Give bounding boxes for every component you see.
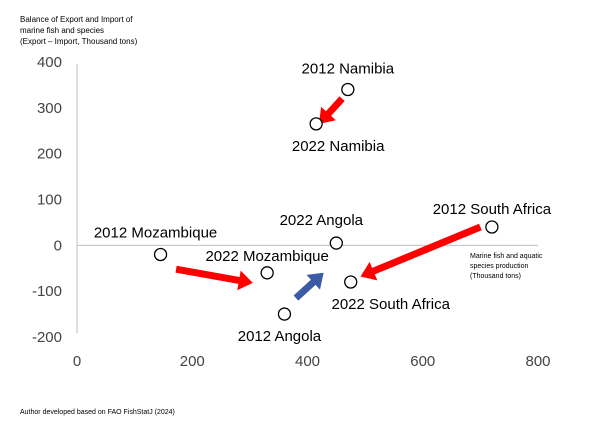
data-point xyxy=(485,220,499,234)
data-point xyxy=(309,117,323,131)
x-axis-title-line: Marine fish and aquatic xyxy=(470,253,543,260)
y-tick-label: 0 xyxy=(54,237,62,254)
x-axis-title-line: (Thousand tons) xyxy=(470,273,521,280)
x-tick-label: 800 xyxy=(525,353,550,370)
x-tick-label: 600 xyxy=(410,353,435,370)
y-axis-title: Balance of Export and Import of marine f… xyxy=(20,14,137,47)
x-axis-title-line: species production xyxy=(470,263,529,270)
point-label: 2022 Namibia xyxy=(292,138,385,155)
point-label: 2012 Mozambique xyxy=(94,225,217,242)
point-label: 2012 Namibia xyxy=(302,61,395,78)
arrow-mozambique xyxy=(175,265,253,291)
data-point xyxy=(277,307,292,321)
point-label: 2022 Angola xyxy=(280,212,364,229)
x-tick-label: 400 xyxy=(295,353,320,370)
source-note: Author developed based on FAO FishStatJ … xyxy=(20,409,175,416)
point-label: 2022 South Africa xyxy=(332,296,451,313)
y-tick-label: -200 xyxy=(32,329,62,346)
x-tick-label: 200 xyxy=(180,353,205,370)
data-point xyxy=(341,82,355,97)
point-label: 2012 South Africa xyxy=(433,201,552,218)
y-tick-label: -100 xyxy=(32,283,62,300)
x-axis-title: Marine fish and aquatic species producti… xyxy=(470,252,542,282)
y-tick-label: 200 xyxy=(37,146,62,163)
y-tick-label: 400 xyxy=(37,54,62,71)
y-axis-title-line: marine fish and species xyxy=(20,26,105,35)
y-tick-label: 100 xyxy=(37,192,62,209)
x-tick-label: 0 xyxy=(73,353,81,370)
y-tick-label: 300 xyxy=(37,100,62,117)
arrow-south-africa xyxy=(360,223,482,281)
data-point xyxy=(260,266,274,280)
point-label: 2022 Mozambique xyxy=(205,248,328,265)
data-point xyxy=(344,275,358,289)
y-axis-title-line: Balance of Export and Import of xyxy=(20,15,133,24)
arrow-angola xyxy=(293,272,324,301)
data-point xyxy=(153,247,168,262)
arrow-namibia xyxy=(319,96,345,124)
y-axis-title-line: (Export – Import, Thousand tons) xyxy=(20,37,138,46)
point-label: 2012 Angola xyxy=(238,328,322,345)
data-point xyxy=(329,236,343,250)
